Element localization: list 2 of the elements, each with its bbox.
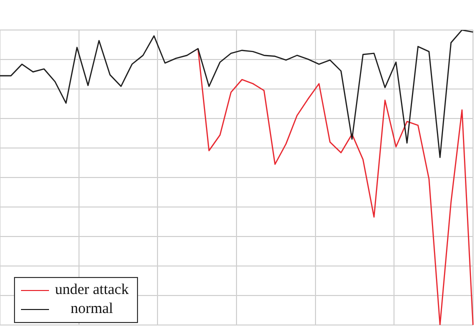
legend-label: under attack	[55, 281, 129, 300]
legend-label: normal	[70, 300, 114, 319]
